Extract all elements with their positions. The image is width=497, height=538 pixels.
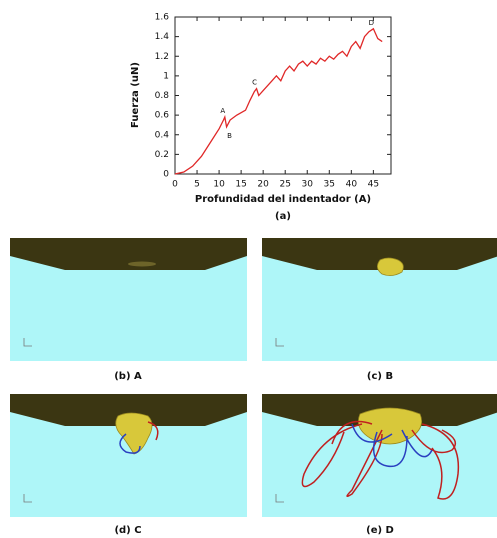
annotation: C (252, 79, 257, 87)
plot-frame (174, 16, 392, 175)
x-tick-label: 25 (279, 180, 290, 190)
y-tick-label: 1.4 (155, 32, 170, 42)
x-tick-label: 45 (368, 180, 379, 190)
y-tick-label: 0 (163, 170, 169, 180)
x-tick-label: 15 (235, 180, 246, 190)
y-axis-label: Fuerza (uN) (130, 62, 141, 128)
y-tick-label: 0.8 (155, 91, 170, 101)
x-axis-label: Profundidad del indentador (A) (195, 194, 371, 205)
y-tick-label: 0.6 (155, 111, 170, 121)
x-tick-label: 35 (324, 180, 335, 190)
line (174, 27, 383, 175)
chart: Fuerza (uN) Profundidad del indentador (… (130, 13, 392, 222)
annotation: B (227, 132, 232, 140)
x-tick-label: 0 (172, 180, 178, 190)
y-tick-label: 0.4 (155, 130, 170, 140)
panel-e (261, 393, 497, 518)
x-tick-label: 40 (346, 180, 358, 190)
panel-caption: (c) B (367, 371, 393, 382)
panel-b (9, 237, 248, 362)
panel-d (9, 393, 248, 518)
y-tick-label: 0.2 (155, 150, 169, 160)
x-tick-label: 5 (194, 180, 200, 190)
x-tick-label: 20 (257, 180, 269, 190)
annotation: A (220, 107, 225, 115)
panel-caption: (d) C (114, 525, 141, 536)
caption: (a) (275, 211, 291, 222)
y-tick-label: 1 (163, 71, 169, 81)
x-tick-label: 30 (302, 180, 314, 190)
annotation: D (369, 19, 374, 27)
y-tick-label: 1.2 (155, 52, 169, 62)
panel-caption: (b) A (114, 371, 142, 382)
x-tick-label: 10 (213, 180, 225, 190)
y-tick-label: 1.6 (155, 13, 170, 23)
panel-c (261, 237, 497, 362)
panel-caption: (e) D (366, 525, 394, 536)
